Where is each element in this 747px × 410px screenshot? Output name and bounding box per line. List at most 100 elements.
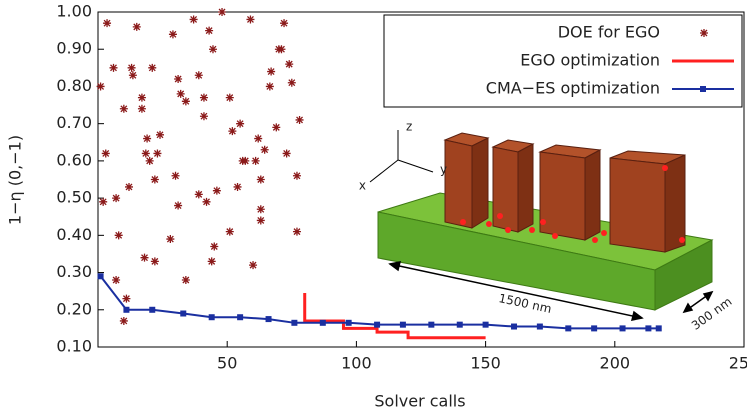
data-point — [148, 63, 157, 72]
data-point — [267, 67, 276, 76]
pillar — [444, 139, 473, 229]
data-point — [399, 321, 406, 328]
data-point — [246, 15, 255, 24]
dimension-arrow — [388, 261, 714, 321]
pillar — [584, 149, 601, 241]
data-point — [119, 104, 128, 113]
dimension-label: 300 nm — [689, 294, 734, 332]
data-point — [145, 156, 154, 165]
dimension-label: 1500 nm — [497, 291, 552, 316]
data-point — [194, 71, 203, 80]
data-point — [180, 310, 187, 317]
data-point — [511, 323, 518, 330]
x-tick-label: 250 — [729, 354, 747, 373]
data-point — [202, 197, 211, 206]
data-point — [237, 314, 244, 321]
data-point — [96, 82, 105, 91]
data-point — [174, 201, 183, 210]
triad-label: z — [406, 120, 412, 134]
data-point — [140, 253, 149, 262]
data-point — [212, 186, 221, 195]
data-point — [205, 26, 214, 35]
y-tick-label: 0.90 — [56, 39, 92, 58]
data-point — [128, 71, 137, 80]
y-tick-label: 0.10 — [56, 337, 92, 356]
data-point — [345, 319, 352, 326]
data-point — [265, 82, 274, 91]
data-point — [645, 325, 652, 332]
data-point — [249, 261, 258, 270]
data-point — [143, 134, 152, 143]
triad-label: y — [440, 163, 447, 177]
data-point — [99, 197, 108, 206]
data-point — [225, 227, 234, 236]
data-point — [168, 30, 177, 39]
data-point — [655, 325, 662, 332]
data-point — [141, 149, 150, 158]
x-tick-label: 100 — [341, 354, 372, 373]
data-point — [109, 63, 118, 72]
data-point — [150, 257, 159, 266]
data-point — [137, 104, 146, 113]
data-point — [619, 325, 626, 332]
data-point — [207, 257, 216, 266]
data-point — [251, 156, 260, 165]
data-point — [97, 273, 104, 280]
data-point — [174, 75, 183, 83]
data-point — [291, 319, 298, 326]
x-axis-label: Solver calls — [374, 392, 465, 410]
data-point — [272, 123, 281, 132]
data-point — [156, 130, 165, 139]
data-point — [277, 45, 286, 54]
data-point — [218, 8, 227, 16]
pillar — [517, 143, 534, 233]
data-point — [176, 89, 185, 98]
y-tick-label: 0.40 — [56, 225, 92, 244]
data-point — [287, 78, 296, 87]
data-point — [208, 45, 217, 54]
data-point — [101, 149, 110, 158]
data-point — [280, 19, 289, 28]
data-point — [374, 321, 381, 328]
data-point — [181, 97, 190, 106]
data-point — [194, 190, 203, 199]
data-point — [225, 93, 234, 102]
legend-label: EGO optimization — [520, 51, 660, 70]
data-point — [112, 194, 121, 203]
pillar — [492, 146, 519, 233]
data-point — [260, 145, 269, 154]
x-tick-label: 200 — [600, 354, 631, 373]
data-point — [319, 319, 326, 326]
y-tick-label: 1.00 — [56, 2, 92, 21]
plot-frame — [97, 11, 745, 348]
data-point — [233, 182, 242, 191]
y-tick-label: 0.60 — [56, 150, 92, 169]
data-point — [199, 112, 208, 121]
pillar — [664, 154, 686, 253]
data-point — [208, 314, 215, 321]
data-point — [149, 306, 156, 313]
x-tick-label: 150 — [470, 354, 501, 373]
y-tick-label: 0.50 — [56, 188, 92, 207]
y-tick-label: 0.30 — [56, 262, 92, 281]
y-axis-label: 1−η (0,−1) — [6, 135, 25, 225]
data-point — [166, 235, 175, 244]
data-point — [282, 149, 291, 158]
data-point — [482, 321, 489, 328]
x-tick-label: 50 — [217, 354, 237, 373]
axis-triad — [369, 130, 434, 183]
data-point — [171, 171, 180, 180]
data-point — [241, 156, 250, 165]
data-point — [112, 276, 121, 284]
y-tick-label: 0.80 — [56, 76, 92, 95]
data-point — [428, 321, 435, 328]
data-point — [114, 231, 123, 240]
data-point — [125, 182, 134, 191]
data-point — [292, 227, 301, 236]
legend-marker — [700, 29, 708, 37]
data-point — [456, 321, 463, 328]
data-point — [256, 205, 265, 214]
data-point — [103, 19, 112, 28]
data-point — [119, 316, 128, 325]
